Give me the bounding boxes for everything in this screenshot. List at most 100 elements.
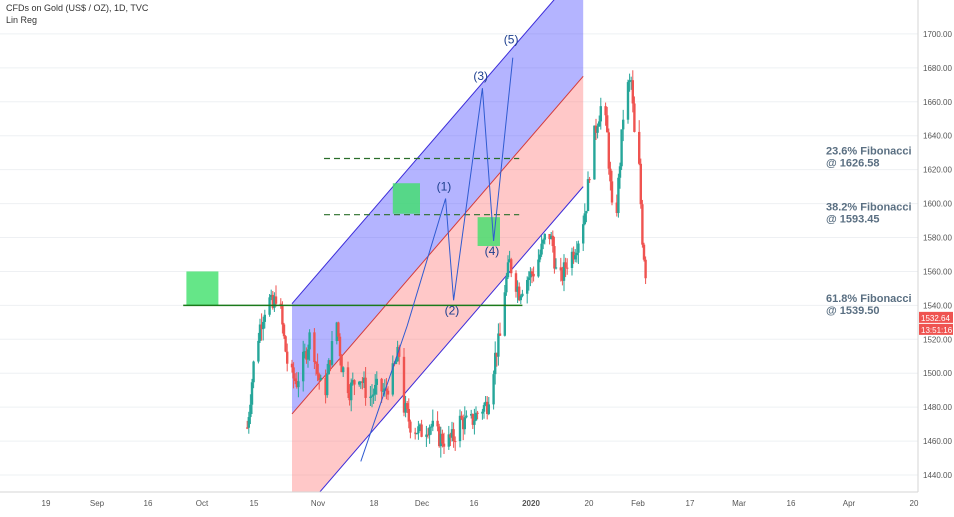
candle-body	[351, 380, 354, 383]
candle-body	[527, 277, 530, 281]
candle-body	[463, 417, 466, 430]
candle-body	[297, 381, 300, 388]
candle-body	[486, 401, 489, 414]
x-tick-label: Apr	[843, 499, 856, 508]
candle-body	[316, 363, 319, 375]
candle-body	[498, 333, 502, 336]
candle-body	[327, 360, 330, 375]
candle-body	[538, 254, 542, 260]
candle-body	[286, 351, 289, 364]
highlight-box-2	[392, 183, 420, 214]
candle-body	[543, 233, 546, 240]
candle-body	[257, 340, 260, 362]
last-price-label: 1532.64	[921, 314, 950, 323]
candle-body	[247, 417, 250, 428]
channel-mid-line	[291, 76, 584, 415]
candle-body	[610, 181, 614, 203]
candle-body	[426, 434, 430, 436]
candle-body	[330, 341, 334, 365]
candle-body	[313, 332, 316, 363]
candle-body	[481, 411, 484, 414]
candle-body	[532, 273, 535, 277]
candle-body	[540, 243, 543, 255]
candle-body	[271, 294, 274, 308]
y-tick-label: 1600.00	[923, 200, 952, 209]
candle-body	[594, 125, 598, 133]
candle-body	[462, 419, 465, 430]
wave-label-2: (2)	[445, 303, 460, 317]
candle-body	[553, 246, 556, 269]
candle-body	[572, 251, 575, 260]
x-tick-label: Mar	[732, 499, 746, 508]
candle-body	[362, 377, 366, 383]
candle-body	[570, 251, 574, 268]
candle-body	[337, 322, 340, 337]
candle-body	[326, 374, 329, 396]
candle-body	[620, 129, 623, 167]
candle-body	[642, 244, 646, 260]
candle-body	[438, 426, 441, 447]
candle-body	[454, 441, 457, 443]
candle-body	[470, 413, 473, 416]
countdown-label: 13:51:16	[921, 326, 953, 335]
candle-body	[598, 121, 601, 127]
candle-body	[593, 125, 596, 180]
fib-value-2: @ 1593.45	[826, 214, 880, 226]
x-tick-label: 16	[787, 499, 796, 508]
candle-body	[638, 131, 641, 164]
candle-body	[439, 433, 442, 447]
candle-body	[487, 404, 490, 414]
candle-body	[420, 424, 423, 437]
x-tick-label: Sep	[90, 499, 105, 508]
last-price-badge	[919, 311, 953, 323]
candle-body	[626, 82, 630, 120]
candle-body	[452, 429, 455, 442]
candle-body	[521, 293, 524, 297]
candle-body	[607, 132, 610, 169]
candle-body	[526, 280, 529, 294]
candle-body	[628, 80, 631, 83]
candle-body	[383, 388, 386, 391]
candle-body	[382, 390, 385, 392]
candle-body	[639, 163, 642, 205]
fib-label-2: 38.2% Fibonacci	[826, 202, 912, 214]
candle-body	[585, 211, 588, 214]
candle-body	[471, 413, 474, 425]
candle-body	[482, 405, 486, 412]
candle-body	[308, 332, 311, 350]
candle-body	[284, 336, 287, 352]
candle-body	[476, 412, 479, 414]
elliott-wave-path	[360, 57, 514, 462]
candle-body	[398, 346, 401, 357]
candle-body	[246, 427, 249, 429]
candle-body	[633, 103, 636, 132]
fib-value-1: @ 1626.58	[826, 157, 880, 169]
candle-body	[425, 434, 428, 437]
candle-body	[505, 277, 508, 293]
candle-body	[417, 426, 420, 434]
y-tick-label: 1620.00	[923, 166, 952, 175]
candle-body	[375, 378, 378, 385]
candle-body	[402, 356, 406, 413]
candle-body	[508, 259, 511, 263]
candle-body	[550, 235, 553, 240]
candle-body	[492, 374, 495, 405]
x-tick-label: 20	[910, 499, 919, 508]
candle-body	[582, 224, 585, 244]
y-tick-label: 1640.00	[923, 132, 952, 141]
candle-body	[353, 380, 356, 385]
candle-body	[574, 255, 577, 260]
candle-body	[380, 378, 383, 392]
candle-body	[391, 363, 394, 395]
wave-label-4: (4)	[485, 244, 500, 258]
candle-body	[559, 267, 562, 271]
candle-body	[449, 434, 452, 438]
candle-body	[340, 356, 343, 373]
candle-body	[369, 396, 372, 398]
candle-body	[583, 213, 586, 225]
x-tick-label: Feb	[631, 499, 645, 508]
candle-body	[404, 403, 407, 413]
candle-body	[484, 401, 487, 406]
